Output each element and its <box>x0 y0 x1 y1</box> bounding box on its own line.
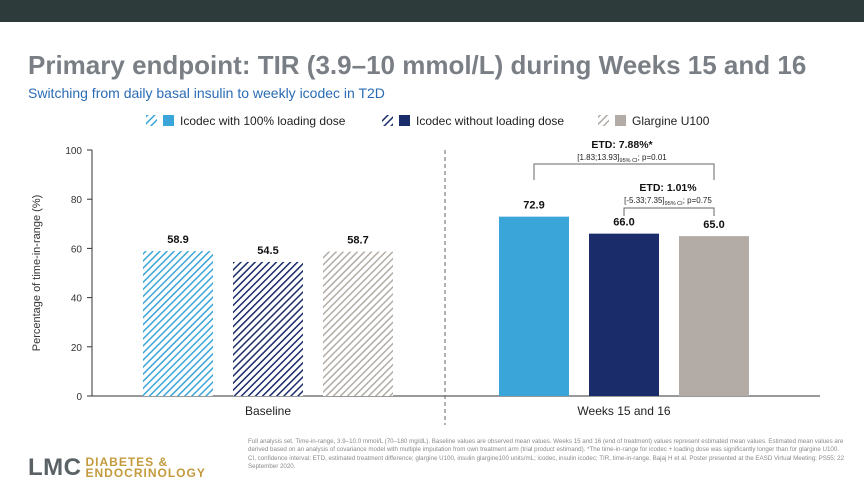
legend-label: Icodec with 100% loading dose <box>180 114 346 128</box>
bar <box>589 233 659 396</box>
bar <box>233 261 303 396</box>
legend-swatch-hatched <box>146 115 157 126</box>
y-tick-label: 0 <box>76 392 82 403</box>
bar-value-label: 66.0 <box>613 217 634 229</box>
legend-swatch-solid <box>615 115 626 126</box>
bar <box>143 251 213 396</box>
y-axis-title: Percentage of time-in-range (%) <box>31 195 43 352</box>
etd-bracket <box>533 163 715 180</box>
y-tick-label: 40 <box>71 294 83 305</box>
bar-value-label: 58.9 <box>167 234 188 246</box>
x-category-label: Baseline <box>245 404 291 418</box>
legend-swatch-solid <box>163 115 174 126</box>
bar <box>679 236 749 396</box>
bar <box>499 216 569 396</box>
logo-subtext: DIABETES & ENDOCRINOLOGY <box>85 455 206 480</box>
logo-line-1: DIABETES & <box>85 455 169 469</box>
legend-label: Glargine U100 <box>632 114 710 128</box>
bar-value-label: 58.7 <box>347 235 368 247</box>
y-tick-label: 20 <box>71 343 83 354</box>
x-category-label: Weeks 15 and 16 <box>577 404 671 418</box>
bar-value-label: 54.5 <box>257 245 278 257</box>
bar-value-label: 72.9 <box>523 200 544 212</box>
etd-ci-text: [1.83;13.93]95% CI; p=0.01 <box>577 153 667 164</box>
legend-swatch-solid <box>399 115 410 126</box>
logo-line-2: ENDOCRINOLOGY <box>85 466 206 480</box>
video-frame-top-bar <box>0 0 864 22</box>
etd-bracket <box>623 207 715 216</box>
footnote: Full analysis set. Time-in-range, 3.9–10… <box>248 438 845 471</box>
slide-subtitle: Switching from daily basal insulin to we… <box>28 85 385 101</box>
y-tick-label: 60 <box>71 244 83 255</box>
logo-lmc-text: LMC <box>28 454 82 481</box>
slide-title: Primary endpoint: TIR (3.9–10 mmol/L) du… <box>28 50 807 80</box>
lmc-logo: LMC DIABETES & ENDOCRINOLOGY <box>28 454 206 482</box>
bar <box>323 251 393 396</box>
y-tick-label: 80 <box>71 195 83 206</box>
chart-legend: Icodec with 100% loading dose Icodec with… <box>146 114 710 128</box>
etd-label: ETD: 7.88%* <box>591 139 653 151</box>
bar-value-label: 65.0 <box>703 219 724 231</box>
chart-bars: 58.9 54.5 58.7 72.9 66.0 65.0 <box>143 200 749 396</box>
chart-annotations: ETD: 7.88%* [1.83;13.93]95% CI; p=0.01 ETD… <box>533 139 715 216</box>
legend-swatch-hatched <box>382 115 393 126</box>
legend-swatch-hatched <box>598 115 609 126</box>
etd-ci-text: [-5.33;7.35]95% CI; p=0.75 <box>624 196 712 207</box>
etd-label: ETD: 1.01% <box>639 182 697 194</box>
legend-label: Icodec without loading dose <box>416 114 564 128</box>
y-tick-label: 100 <box>65 146 82 157</box>
